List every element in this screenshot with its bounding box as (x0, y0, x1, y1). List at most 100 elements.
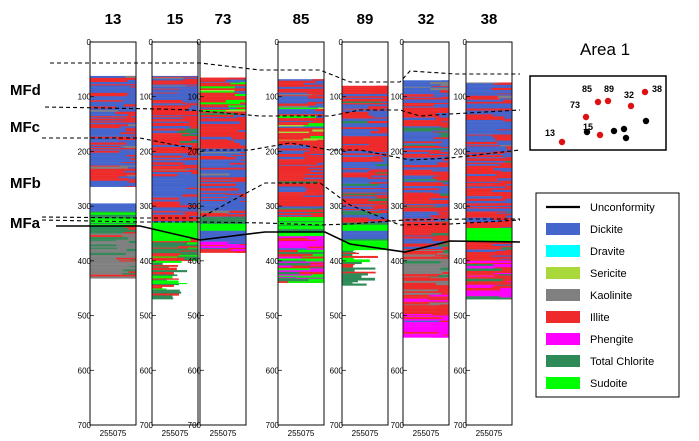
mineral-band-dickite (152, 160, 198, 163)
mineral-band-illite (278, 118, 324, 120)
mineral-band-illite (466, 198, 512, 202)
mineral-band-sudoite (342, 243, 388, 246)
mineral-band-dickite (152, 190, 198, 193)
mineral-band-total_chlorite (90, 214, 136, 217)
mineral-band-dickite (466, 112, 512, 115)
mineral-band-illite (436, 296, 449, 298)
mineral-band-total_chlorite (129, 240, 136, 244)
mineral-band-illite (200, 96, 246, 98)
interval-gap (90, 186, 136, 204)
mineral-band-dickite (232, 181, 246, 184)
legend-swatch (546, 289, 580, 301)
mineral-band-dickite (442, 168, 449, 170)
mineral-band-illite (403, 294, 449, 297)
mineral-band-illite (466, 212, 512, 214)
mineral-band-illite (120, 132, 136, 135)
mineral-band-kaolinite (125, 263, 136, 265)
mineral-band-illite (311, 214, 324, 217)
mineral-band-sudoite (308, 278, 324, 282)
mineral-band-dickite (177, 176, 198, 179)
mineral-band-total_chlorite (497, 284, 512, 286)
y-tick-label: 300 (188, 202, 202, 211)
legend-label: Unconformity (590, 202, 655, 214)
mineral-band-dickite (90, 146, 136, 149)
mineral-band-dickite (430, 189, 449, 193)
mineral-band-illite (126, 154, 136, 157)
mineral-band-dickite (432, 169, 449, 172)
mineral-band-illite (310, 145, 324, 148)
mineral-band-dickite (466, 140, 512, 143)
mineral-band-dickite (200, 149, 246, 153)
mineral-band-total_chlorite (152, 242, 198, 245)
mineral-band-total_chlorite (375, 172, 388, 174)
mineral-band-phengite (226, 245, 246, 247)
mineral-band-illite (442, 158, 449, 161)
mineral-band-dickite (342, 129, 388, 132)
mineral-band-illite (342, 136, 388, 139)
mineral-band-illite (128, 227, 136, 231)
mineral-band-kaolinite (403, 276, 449, 278)
mineral-band-kaolinite (440, 84, 449, 87)
mineral-band-illite (342, 175, 388, 178)
mineral-band-illite (491, 158, 512, 162)
mineral-band-sudoite (466, 235, 512, 239)
mineral-band-total_chlorite (442, 255, 449, 257)
mineral-band-dickite (403, 186, 449, 189)
mineral-band-dickite (239, 148, 246, 150)
mineral-band-illite (278, 170, 324, 173)
mineral-band-kaolinite (435, 270, 449, 273)
mineral-band-sudoite (466, 234, 512, 236)
mineral-band-illite (466, 282, 512, 286)
mineral-band-illite (234, 214, 246, 217)
mineral-band-dickite (238, 130, 246, 133)
legend-label: Sericite (590, 268, 627, 280)
mineral-band-dickite (235, 157, 246, 160)
mineral-band-kaolinite (436, 253, 449, 255)
mineral-band-dickite (403, 175, 449, 177)
mineral-band-sudoite (152, 238, 198, 242)
mineral-band-illite (278, 199, 324, 201)
y-tick-label: 500 (330, 312, 344, 321)
mineral-band-sudoite (342, 246, 388, 249)
mineral-band-illite (371, 139, 388, 142)
mineral-band-total_chlorite (152, 291, 182, 294)
mineral-band-illite (177, 246, 198, 248)
drillhole-marker (558, 138, 566, 146)
mineral-band-illite (278, 255, 324, 257)
mineral-band-illite (90, 106, 136, 109)
y-tick-label: 700 (140, 421, 154, 430)
mineral-band-kaolinite (403, 280, 449, 283)
mineral-band-sudoite (296, 276, 324, 278)
mineral-band-sudoite (308, 123, 324, 126)
mineral-band-illite (228, 247, 246, 250)
mineral-band-dickite (435, 167, 449, 169)
mineral-band-sudoite (152, 235, 198, 238)
mineral-band-kaolinite (403, 263, 449, 267)
mineral-band-illite (403, 248, 449, 251)
mineral-band-dickite (278, 206, 324, 209)
mineral-band-illite (278, 121, 324, 124)
mineral-band-dickite (403, 215, 449, 218)
mineral-band-illite (506, 147, 512, 150)
mineral-band-dickite (382, 159, 388, 163)
mineral-band-illite (278, 172, 324, 175)
y-tick-label: 500 (391, 312, 405, 321)
mineral-band-illite (466, 184, 512, 186)
y-tick-label: 400 (140, 257, 154, 266)
mineral-band-illite (434, 227, 449, 230)
mineral-band-total_chlorite (466, 296, 512, 298)
mineral-band-illite (200, 214, 246, 217)
legend-item-sericite: Sericite (546, 267, 627, 280)
mineral-band-dickite (200, 165, 246, 168)
mineral-band-sudoite (234, 93, 246, 97)
unit-label-mfd: MFd (10, 82, 41, 99)
y-tick-label: 500 (140, 312, 154, 321)
mineral-band-dickite (200, 234, 246, 237)
mineral-band-total_chlorite (278, 181, 324, 184)
column-border (465, 41, 513, 426)
mineral-band-phengite (498, 260, 512, 264)
mineral-band-illite (115, 111, 136, 115)
mineral-band-total_chlorite (181, 134, 198, 137)
mineral-band-dickite (126, 101, 136, 104)
mineral-band-illite (231, 136, 246, 140)
